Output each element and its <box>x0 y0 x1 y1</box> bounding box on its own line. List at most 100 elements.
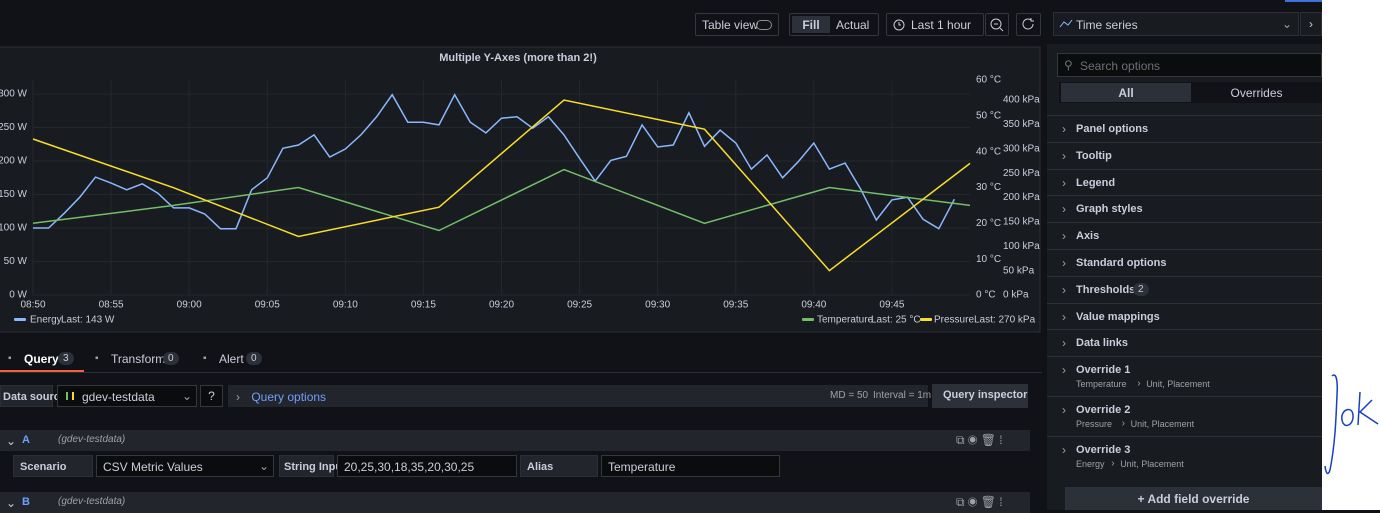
option-section[interactable]: › Value mappings <box>1047 302 1322 330</box>
chart-title: Multiple Y-Axes (more than 2!) <box>439 52 597 64</box>
option-section[interactable]: › Graph styles <box>1047 195 1322 222</box>
query-options-bar[interactable]: › Query options MD = 50 Interval = 1m <box>228 385 932 407</box>
row-actions[interactable]: ⧉ ◉ 🗑 ⁞ <box>956 495 1003 509</box>
caret: ⌄ <box>1282 17 1293 31</box>
series-line <box>33 93 956 230</box>
visualization-picker[interactable]: Time series ⌄ <box>1053 12 1299 36</box>
override-props: Unit, Placement <box>1120 459 1184 470</box>
option-section[interactable]: › Standard options <box>1047 249 1322 276</box>
legend-name: Temperature <box>817 315 874 326</box>
section-badge: 2 <box>1133 282 1149 296</box>
chevron: › <box>1062 122 1066 136</box>
datasource-select[interactable]: gdev-testdata ⌄ <box>57 385 197 407</box>
x-tick-label: 08:55 <box>99 300 124 311</box>
clock-icon <box>893 19 905 31</box>
y-tick-label: 0 kPa <box>1003 290 1029 301</box>
chevron: › <box>1062 202 1066 217</box>
table-view-label: Table view <box>702 18 759 32</box>
search-options[interactable]: Search options ⚲ <box>1057 53 1322 77</box>
option-section[interactable]: › Legend <box>1047 168 1322 196</box>
max-data-points: MD = 50 <box>830 390 869 401</box>
override-field: Pressure <box>1076 419 1113 430</box>
chevron[interactable]: ⌄ <box>6 496 17 510</box>
string-input[interactable]: 20,25,30,18,35,20,30,25 <box>337 455 517 477</box>
tab-count: 0 <box>246 352 262 365</box>
query-b-header: ⌄ B (gdev-testdata) ⧉ ◉ 🗑 ⁞ <box>0 492 1030 513</box>
y-tick-label: 250 W <box>0 122 28 133</box>
tab-label[interactable]: Alert <box>219 352 244 366</box>
y-tick-label: 400 kPa <box>1003 95 1040 106</box>
y-tick-label: 20 °C <box>976 218 1001 229</box>
legend-value: Last: 143 W <box>61 315 115 326</box>
add-override-button[interactable]: + Add field override <box>1065 487 1322 510</box>
tab-icon: ▪ <box>95 353 99 364</box>
query-options: Query options <box>251 390 327 404</box>
query-inspector-button[interactable]: Query inspector <box>932 384 1028 408</box>
tab-divider <box>0 372 1042 373</box>
table-view-toggle[interactable]: Table view <box>695 13 779 36</box>
panel <box>0 46 1041 333</box>
tab-label[interactable]: Transform <box>111 352 166 366</box>
collapse-pane[interactable]: › <box>1300 12 1322 36</box>
option-section[interactable]: › Panel options <box>1047 115 1322 142</box>
section-label: Tooltip <box>1076 149 1112 162</box>
section-label: Standard options <box>1076 257 1167 269</box>
scenario-select[interactable]: CSV Metric Values ⌄ <box>96 455 274 477</box>
tab-count: 3 <box>58 352 74 365</box>
tab-all[interactable]: All <box>1061 83 1191 102</box>
section-label: Legend <box>1076 176 1116 189</box>
option-section[interactable]: › Thresholds 2 <box>1047 275 1322 303</box>
legend-marker <box>14 318 26 321</box>
y-tick-label: 300 kPa <box>1003 143 1040 154</box>
override-field: Energy <box>1076 459 1105 470</box>
chevron: › <box>1062 175 1066 190</box>
series-line <box>32 168 971 232</box>
alias-input[interactable]: Temperature <box>601 455 780 477</box>
y-tick-label: 100 kPa <box>1003 241 1040 252</box>
time-range: Last 1 hour <box>911 18 972 32</box>
x-tick-label: 09:00 <box>177 300 202 311</box>
active-tab-underline <box>0 370 84 372</box>
option-section[interactable]: › Data links <box>1047 329 1322 356</box>
override[interactable]: › Override 3 Energy › Unit, Placement <box>1047 436 1322 476</box>
row-actions[interactable]: ⧉ ◉ 🗑 ⁞ <box>956 433 1003 447</box>
chart: Multiple Y-Axes (more than 2!) 08:50 08:5… <box>0 46 1041 333</box>
fill-button[interactable]: Fill <box>792 16 830 33</box>
section-label: Axis <box>1076 230 1100 243</box>
chevron[interactable]: ⌄ <box>6 434 17 448</box>
chevron: › <box>1062 148 1066 163</box>
tab-overrides[interactable]: Overrides <box>1230 86 1283 100</box>
override[interactable]: › Override 1 Temperature › Unit, Placement <box>1047 356 1322 396</box>
interval: Interval = 1m <box>873 390 932 401</box>
y-tick-label: 50 kPa <box>1003 265 1035 276</box>
query-ref: B <box>22 496 30 508</box>
override-field: Temperature <box>1076 379 1127 390</box>
legend-name: Energy <box>30 315 62 326</box>
x-tick-label: 09:45 <box>879 300 904 311</box>
chevron: › <box>236 390 240 404</box>
separator: › <box>1111 458 1115 470</box>
tab-label[interactable]: Query <box>24 352 59 366</box>
chevron: › <box>1062 229 1066 244</box>
section-label: Panel options <box>1076 123 1149 135</box>
visualization-name: Time series <box>1076 18 1138 32</box>
separator: › <box>1121 418 1125 430</box>
fill-actual-group: Fill Actual <box>789 13 879 36</box>
time-picker[interactable]: Last 1 hour <box>886 13 984 36</box>
query-a-header: ⌄ A (gdev-testdata) ⧉ ◉ 🗑 ⁞ <box>0 430 1030 451</box>
zoom-icon <box>990 18 1004 32</box>
actual-button[interactable]: Actual <box>836 18 870 32</box>
alias-label: Alias <box>520 455 598 477</box>
zoom-out-button[interactable] <box>985 13 1009 36</box>
option-section[interactable]: › Axis <box>1047 222 1322 249</box>
viz-icon <box>1059 19 1073 28</box>
refresh-button[interactable] <box>1016 13 1041 36</box>
option-section[interactable]: › Tooltip <box>1047 141 1322 169</box>
y-tick-label: 250 kPa <box>1003 168 1040 179</box>
margin <box>1322 0 1380 510</box>
override[interactable]: › Override 2 Pressure › Unit, Placement <box>1047 396 1322 436</box>
y-tick-label: 100 W <box>0 223 28 234</box>
tab-count: 0 <box>163 352 179 365</box>
help-button[interactable]: ? <box>200 385 223 407</box>
